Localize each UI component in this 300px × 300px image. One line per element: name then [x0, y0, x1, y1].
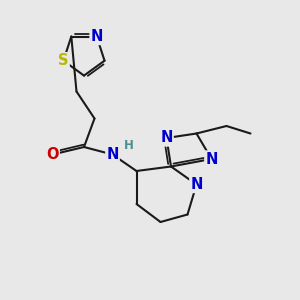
Text: N: N — [106, 147, 119, 162]
Text: N: N — [160, 130, 173, 146]
Text: N: N — [205, 152, 218, 166]
Text: N: N — [91, 29, 103, 44]
Text: S: S — [58, 53, 69, 68]
Text: H: H — [124, 139, 134, 152]
Text: O: O — [46, 147, 59, 162]
Text: N: N — [190, 177, 203, 192]
